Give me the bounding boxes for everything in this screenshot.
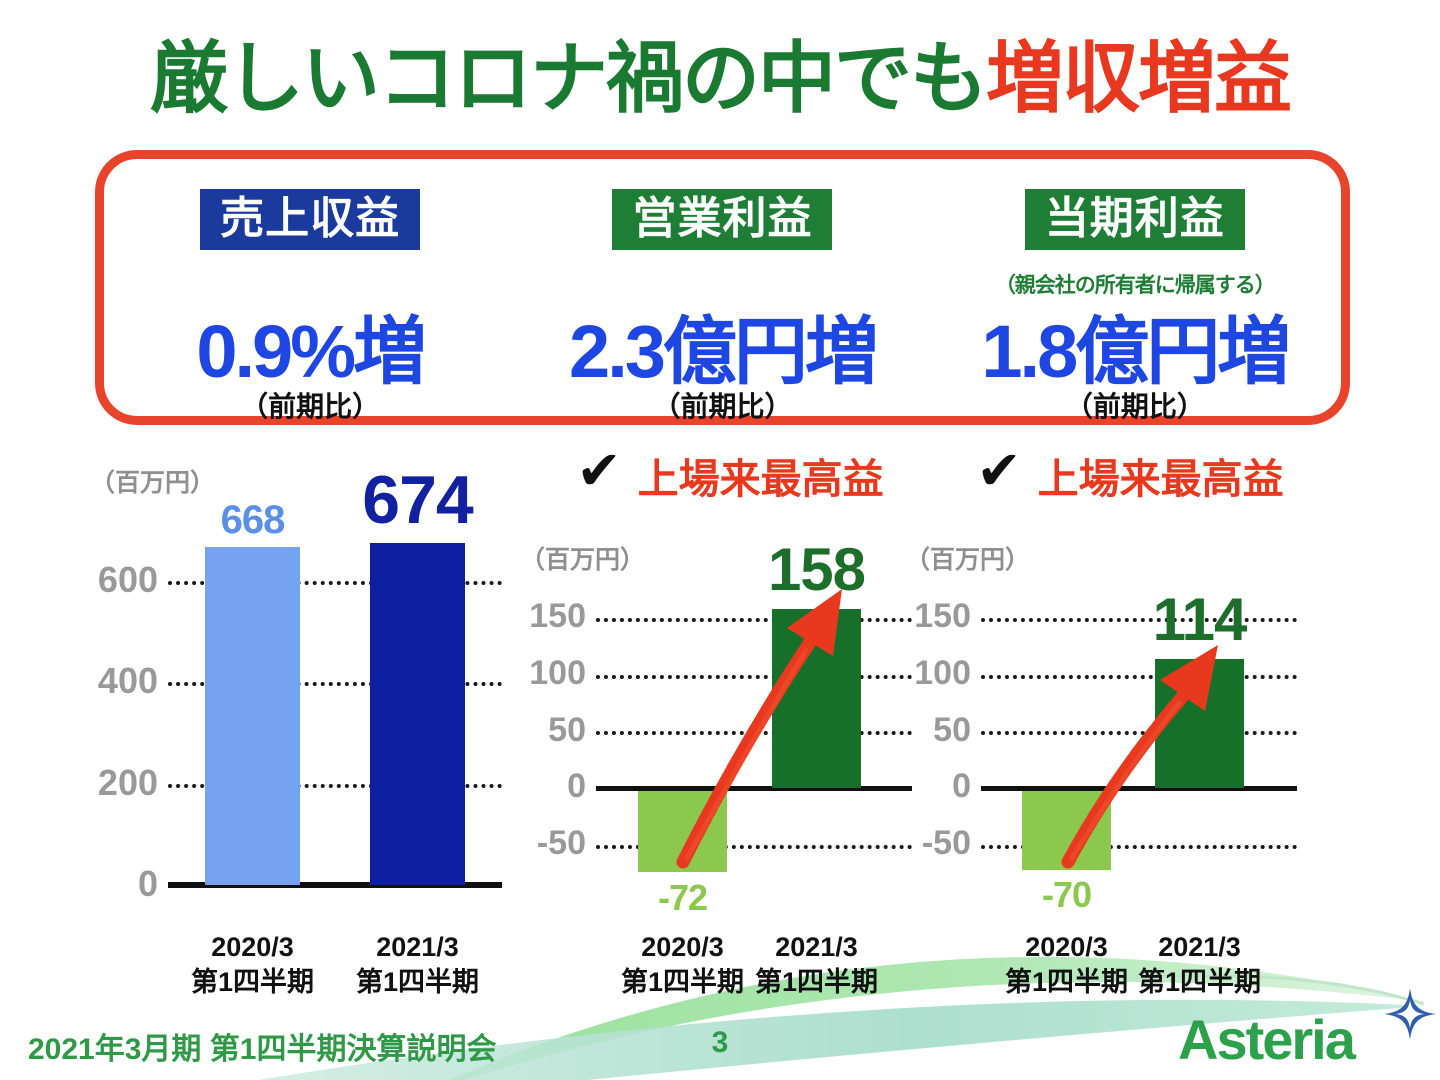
metric-revenue: 売上収益 0.9%増 （前期比） (104, 159, 516, 422)
metric-revenue-basis: （前期比） (240, 391, 381, 422)
metric-operating-profit-label: 営業利益 (612, 189, 833, 250)
unit-label: （百万円） (520, 546, 646, 574)
bar-value-label: 114 (1152, 586, 1248, 654)
x-category-line: 2020/3 (211, 932, 294, 962)
chart-net-profit: （百万円） 150 100 50 0 -50 -70 2020/3 第1四半期 114 2021/3… (905, 440, 1305, 1055)
x-category-line: 2021/3 (775, 932, 858, 962)
asteria-logo-text: Asteria (1178, 1008, 1356, 1071)
asteria-star-icon (1384, 988, 1436, 1040)
record-badge-label: 上場来最高益 (1037, 456, 1284, 502)
y-tick-label: 0 (952, 767, 971, 806)
x-category-label: 2021/3 第1四半期 (308, 930, 528, 1000)
metric-net-profit-label: 当期利益 (1024, 189, 1245, 250)
metric-operating-profit-basis: （前期比） (652, 391, 793, 422)
bar-value-label: -72 (657, 876, 708, 918)
x-category-label: 2020/3 第1四半期 (143, 930, 363, 1000)
gridline (596, 617, 912, 622)
record-badge-net-profit: ✔ 上場来最高益 (950, 441, 1310, 505)
check-icon: ✔ (976, 441, 1022, 501)
bar (1155, 658, 1244, 788)
bar (205, 546, 300, 885)
metric-net-profit: 当期利益 （親会社の所有者に帰属する） 1.8億円増 （前期比） (929, 159, 1341, 422)
title-red-text: 増収増益 (986, 34, 1292, 122)
gridline (596, 731, 912, 736)
title-green-text: 厳しいコロナ禍の中でも (149, 34, 988, 122)
unit-label: （百万円） (90, 469, 216, 497)
gridline (596, 674, 912, 679)
x-category-line: 第1四半期 (190, 967, 315, 998)
record-badge-label: 上場来最高益 (637, 456, 884, 502)
page-title: 厳しいコロナ禍の中でも増収増益 (0, 34, 1440, 124)
bar-value-label: 668 (220, 497, 286, 542)
x-category-line: 2021/3 (1158, 932, 1241, 962)
bar-value-label: 674 (362, 462, 473, 539)
metric-revenue-value: 0.9%増 (196, 310, 427, 393)
gridline (981, 617, 1297, 622)
check-icon: ✔ (576, 441, 622, 501)
gridline (981, 731, 1297, 736)
bar-value-label: 158 (767, 536, 866, 604)
y-tick-label: 400 (97, 660, 158, 702)
y-tick-label: 0 (567, 767, 586, 806)
gridline (168, 783, 502, 788)
y-tick-label: 200 (97, 761, 158, 803)
y-tick-label: 50 (548, 710, 586, 749)
y-tick-label: 50 (933, 710, 971, 749)
gridline (168, 682, 502, 687)
metric-revenue-label: 売上収益 (200, 189, 421, 250)
y-tick-label: 150 (529, 597, 586, 636)
chart-revenue: （百万円） 600 400 200 0 668 2020/3 第1四半期 674 2021/3 第1… (90, 455, 522, 1055)
x-category-label: 2021/3 第1四半期 (1090, 930, 1310, 1000)
page-number: 3 (711, 1026, 729, 1059)
bar (370, 543, 465, 885)
y-tick-label: -50 (921, 824, 971, 863)
metric-net-profit-subnote: （親会社の所有者に帰属する） (994, 274, 1276, 297)
y-tick-label: 600 (97, 559, 158, 601)
bar (1022, 790, 1111, 870)
bar-value-label: -70 (1041, 874, 1092, 916)
asteria-logo: Asteria (1178, 988, 1436, 1074)
metric-net-profit-basis: （前期比） (1064, 391, 1205, 422)
y-tick-label: -50 (536, 824, 586, 863)
metric-net-profit-value: 1.8億円増 (981, 310, 1291, 393)
y-tick-label: 100 (529, 653, 586, 692)
chart-operating-profit: （百万円） 150 100 50 0 -50 -72 2020/3 第1四半期 158 2021/3… (520, 440, 920, 1055)
y-tick-label: 150 (914, 597, 971, 636)
x-category-line: 第1四半期 (1137, 967, 1262, 998)
y-tick-label: 100 (914, 653, 971, 692)
unit-label: （百万円） (905, 546, 1031, 574)
x-category-line: 第1四半期 (754, 967, 879, 998)
bar (638, 790, 727, 873)
footer-event-title: 2021年3月期 第1四半期決算説明会 (28, 1033, 497, 1066)
metric-operating-profit: 営業利益 2.3億円増 （前期比） (516, 159, 928, 422)
bar (772, 608, 861, 788)
zero-axis (168, 882, 502, 888)
x-category-label: 2021/3 第1四半期 (707, 930, 927, 1000)
gridline (981, 674, 1297, 679)
x-category-line: 第1四半期 (355, 967, 480, 998)
x-category-line: 2021/3 (376, 932, 459, 962)
highlights-box: 売上収益 0.9%増 （前期比） 営業利益 2.3億円増 （前期比） 当期利益 … (95, 150, 1350, 425)
record-badge-operating-profit: ✔ 上場来最高益 (560, 441, 900, 505)
metric-operating-profit-value: 2.3億円増 (569, 310, 879, 393)
y-tick-label: 0 (137, 863, 158, 905)
gridline (168, 580, 502, 585)
